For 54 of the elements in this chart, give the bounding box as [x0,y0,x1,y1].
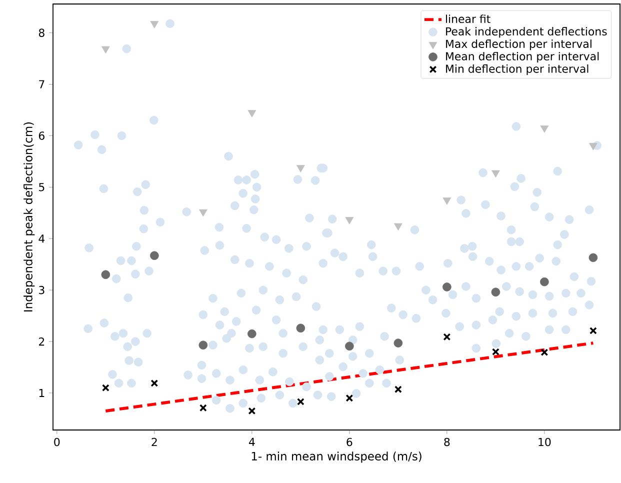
point [198,209,208,217]
point [443,333,451,341]
point [346,394,354,402]
legend-label: linear fit [446,14,490,24]
legend-label: Mean deflection per interval [446,52,599,63]
point [248,329,256,338]
x-tick-label: 8 [444,438,450,446]
point [150,379,158,387]
y-tick-label: 8 [38,28,44,37]
point [198,340,208,350]
x-tick-label: 4 [248,438,255,446]
y-tick-label: 5 [39,183,44,192]
point [492,348,500,356]
point [248,407,256,415]
point [588,253,598,262]
y-tick-label: 6 [38,132,44,140]
y-tick-label: 7 [39,80,44,88]
point [199,404,207,412]
legend-label: Min deflection per interval [446,64,588,76]
point [296,398,304,406]
point [540,125,549,133]
point [150,251,159,260]
point [589,326,597,334]
x-axis-title: 1- min mean windspeed (m/s) [252,452,422,463]
point [101,46,110,54]
point [540,277,549,286]
y-tick-label: 1 [39,388,44,397]
point [150,21,159,28]
point [491,288,500,297]
y-axis-title: Independent peak deflection(cm) [24,122,35,312]
point [442,282,452,292]
point [296,165,305,172]
x-tick-label: 0 [54,438,60,446]
x-tick-label: 2 [152,438,157,446]
legend-label: Peak independent deflections [446,27,607,38]
point [248,110,256,118]
point [394,386,402,394]
point [394,223,402,231]
x-tick-label: 10 [538,438,551,446]
point [101,270,110,280]
point [589,142,598,150]
point [345,342,354,351]
point [442,198,452,205]
legend-label: Max deflection per interval [446,39,592,50]
y-tick-label: 4 [38,234,45,243]
point [394,338,403,348]
point [540,348,548,356]
point [296,324,306,333]
point [345,217,354,224]
y-tick-label: 3 [39,286,44,294]
y-tick-label: 2 [38,337,44,346]
point [492,170,500,178]
point [102,384,110,392]
x-tick-label: 6 [346,438,352,446]
